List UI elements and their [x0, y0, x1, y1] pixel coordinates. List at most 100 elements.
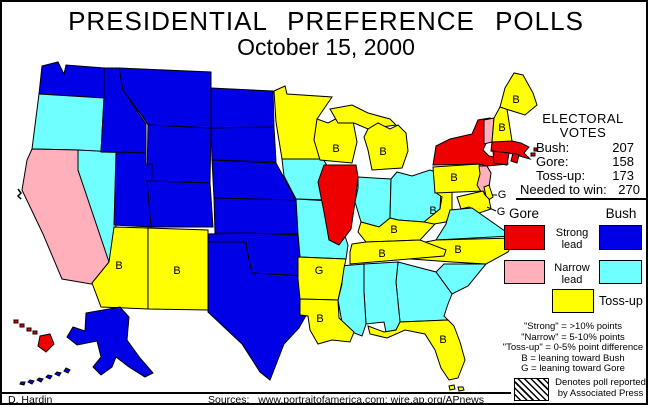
electoral-tossup-value: 173 [612, 168, 634, 183]
state-SC [435, 263, 488, 295]
lean-label-KY: B [390, 224, 397, 236]
lean-label-LA: B [316, 313, 323, 325]
pointer-line-MD [486, 206, 497, 212]
lean-label-NH: B [498, 122, 505, 134]
credits-divider-line [2, 392, 511, 394]
lean-label-ME: B [512, 94, 519, 106]
gore-narrow-lead-swatch [504, 260, 545, 284]
state-AK-aleutian-5 [27, 379, 35, 385]
lean-label-AR: G [315, 265, 324, 277]
electoral-needed-value: 270 [618, 182, 640, 197]
state-IN [354, 176, 392, 228]
state-AR [297, 256, 347, 301]
lean-label-MD: G [497, 206, 506, 218]
state-HI-3 [19, 323, 25, 328]
state-ME [499, 72, 538, 116]
ap-note-line1: Denotes poll reported [555, 377, 646, 388]
state-UT [113, 151, 153, 228]
legend-narrow-lead-label: Narrow lead [554, 262, 590, 286]
state-AL [363, 261, 401, 333]
lean-label-NC: B [454, 244, 461, 256]
legend-footnotes: "Strong" = >10% points "Narrow" = 5-10% … [496, 321, 646, 375]
state-NY [432, 117, 509, 167]
electoral-rows: Bush: 207 Gore: 158 Toss-up: 173 Needed … [518, 140, 646, 197]
legend-strong-lead-label: Strong lead [555, 227, 589, 251]
credit-sources: Sources: www.portraitofamerica.com; wire… [208, 394, 485, 405]
state-ND [210, 87, 275, 129]
state-TN [349, 239, 447, 265]
page-title: PRESIDENTIAL PREFERENCE POLLS [68, 6, 584, 36]
state-FL [367, 319, 466, 381]
tossup-swatch [552, 289, 594, 313]
state-WY [146, 124, 212, 184]
footnote-b: B = leaning toward Bush [521, 352, 625, 364]
footnote-g: G = leaning toward Gore [521, 363, 625, 375]
state-CO [146, 180, 214, 228]
ap-note: Denotes poll reported by Associated Pres… [553, 377, 646, 399]
lean-label-AZ: B [115, 260, 122, 272]
lean-label-FL: B [439, 334, 446, 346]
state-WA [38, 61, 105, 99]
state-WI [313, 114, 358, 164]
diagonal-hatch-icon [514, 378, 549, 401]
state-AK-aleutian-1 [63, 367, 71, 374]
state-VA [435, 207, 514, 241]
gore-strong-lead-swatch [504, 225, 545, 250]
bush-narrow-lead-swatch [599, 260, 642, 284]
electoral-row-bush: Bush: 207 [518, 140, 646, 155]
ap-note-line2: by Associated Press [557, 388, 644, 399]
state-AK-aleutian-6 [19, 381, 26, 386]
state-CT [492, 150, 510, 166]
legend-gore-header: Gore [508, 206, 539, 221]
state-HI-5 [32, 330, 38, 335]
state-IL [317, 164, 359, 246]
electoral-row-gore: Gore: 158 [518, 154, 646, 169]
state-MI [363, 122, 409, 171]
state-AK [66, 306, 154, 378]
electoral-gore-label: Gore: [536, 154, 569, 169]
electoral-heading-line2: VOTES [559, 125, 607, 140]
state-MA-island-1 [530, 152, 536, 157]
state-FL-key-1 [448, 384, 456, 391]
state-SD [210, 126, 277, 163]
lean-label-MI: B [379, 146, 386, 158]
footnote-narrow: "Narrow" = 5-10% points [521, 331, 625, 343]
electoral-needed-label: Needed to win: [520, 182, 607, 197]
sf-bay [16, 188, 22, 200]
electoral-heading-line1: ELECTORAL [542, 111, 624, 126]
state-MA-island-2 [533, 147, 538, 152]
electoral-bush-label: Bush: [536, 140, 570, 155]
lean-label-DE: G [498, 189, 507, 201]
credit-author: D. Hardin [8, 394, 53, 405]
lean-label-WI: B [332, 143, 339, 155]
footnote-strong: "Strong" = >10% points [523, 321, 623, 332]
lean-label-NM: B [173, 265, 180, 277]
state-AK-aleutian-3 [45, 374, 53, 380]
electoral-bush-value: 207 [612, 140, 634, 155]
state-TX [207, 241, 309, 381]
panel-divider-line [516, 198, 646, 200]
state-PA [432, 163, 486, 194]
electoral-gore-value: 158 [612, 154, 634, 169]
bush-strong-lead-swatch [599, 225, 642, 250]
state-FL-key-2 [457, 386, 465, 392]
state-OR [31, 93, 105, 153]
electoral-votes-panel: ELECTORAL VOTES Bush: 207 Gore: 158 Toss… [518, 111, 646, 197]
legend-tossup-label: Toss-up [599, 294, 643, 308]
state-KS [213, 197, 300, 235]
state-AK-aleutian-2 [54, 371, 62, 377]
state-LA [299, 298, 355, 345]
lean-label-WV: B [429, 205, 436, 217]
state-MI-UP [329, 104, 398, 130]
electoral-row-tossup: Toss-up: 173 [518, 168, 646, 183]
state-HI-2 [13, 319, 19, 324]
page-subtitle: October 15, 2000 [237, 34, 415, 60]
electoral-tossup-label: Toss-up: [536, 168, 586, 183]
state-AK-aleutian-4 [36, 377, 44, 383]
state-HI-main [37, 333, 55, 353]
lean-label-PA: B [450, 172, 457, 184]
state-RI [510, 152, 520, 164]
lean-label-TN: B [378, 248, 385, 260]
